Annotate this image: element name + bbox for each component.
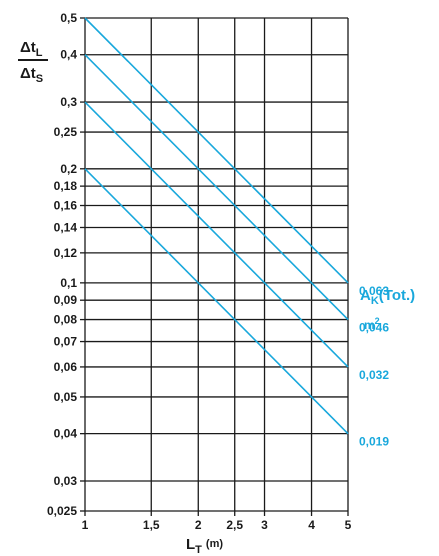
y-tick-label: 0,07: [54, 335, 78, 349]
series-line: [84, 168, 349, 435]
y-tick-label: 0,25: [54, 125, 78, 139]
y-tick-label: 0,14: [54, 220, 78, 234]
series-line: [84, 54, 349, 321]
y-tick-label: 0,18: [54, 179, 78, 193]
y-tick-label: 0,2: [60, 162, 77, 176]
legend-title: AK(Tot.): [360, 287, 415, 307]
x-tick-label: 4: [308, 518, 315, 532]
y-tick-label: 0,16: [54, 199, 78, 213]
series-line: [84, 101, 349, 368]
y-tick-label: 0,025: [47, 504, 77, 518]
y-tick-label: 0,08: [54, 313, 78, 327]
series-label: 0,032: [359, 368, 389, 382]
y-tick-label: 0,12: [54, 246, 78, 260]
y-axis-label-numerator: ΔtL: [20, 39, 43, 59]
x-axis-label: LT (m): [186, 536, 223, 556]
y-tick-label: 0,09: [54, 293, 78, 307]
x-tick-label: 1,5: [143, 518, 160, 532]
legend-unit: m2: [364, 316, 380, 332]
x-tick-label: 1: [82, 518, 89, 532]
y-tick-label: 0,5: [60, 11, 77, 25]
grid: [80, 17, 349, 516]
x-tick-label: 2,5: [226, 518, 243, 532]
series-label: 0,019: [359, 435, 389, 449]
series-label: 0,063: [359, 284, 389, 298]
y-tick-label: 0,06: [54, 360, 78, 374]
y-axis-label: ΔtL ΔtS: [18, 39, 48, 85]
x-tick-label: 3: [261, 518, 268, 532]
y-axis-label-denominator: ΔtS: [20, 65, 43, 85]
series-line: [84, 17, 349, 284]
y-tick-label: 0,1: [60, 276, 77, 290]
y-tick-label: 0,4: [60, 48, 77, 62]
series-label: 0,046: [359, 321, 389, 335]
y-tick-label: 0,3: [60, 95, 77, 109]
x-tick-label: 5: [345, 518, 352, 532]
y-tick-label: 0,04: [54, 427, 78, 441]
series-lines: 0,063 0,046 0,032 0,019: [84, 17, 389, 449]
x-tick-label: 2: [195, 518, 202, 532]
y-tick-label: 0,03: [54, 474, 78, 488]
tick-labels: 0,025 0,03 0,04 0,05 0,06 0,07 0,08 0,09 0,1 0,12…: [47, 11, 352, 532]
y-tick-label: 0,05: [54, 390, 78, 404]
